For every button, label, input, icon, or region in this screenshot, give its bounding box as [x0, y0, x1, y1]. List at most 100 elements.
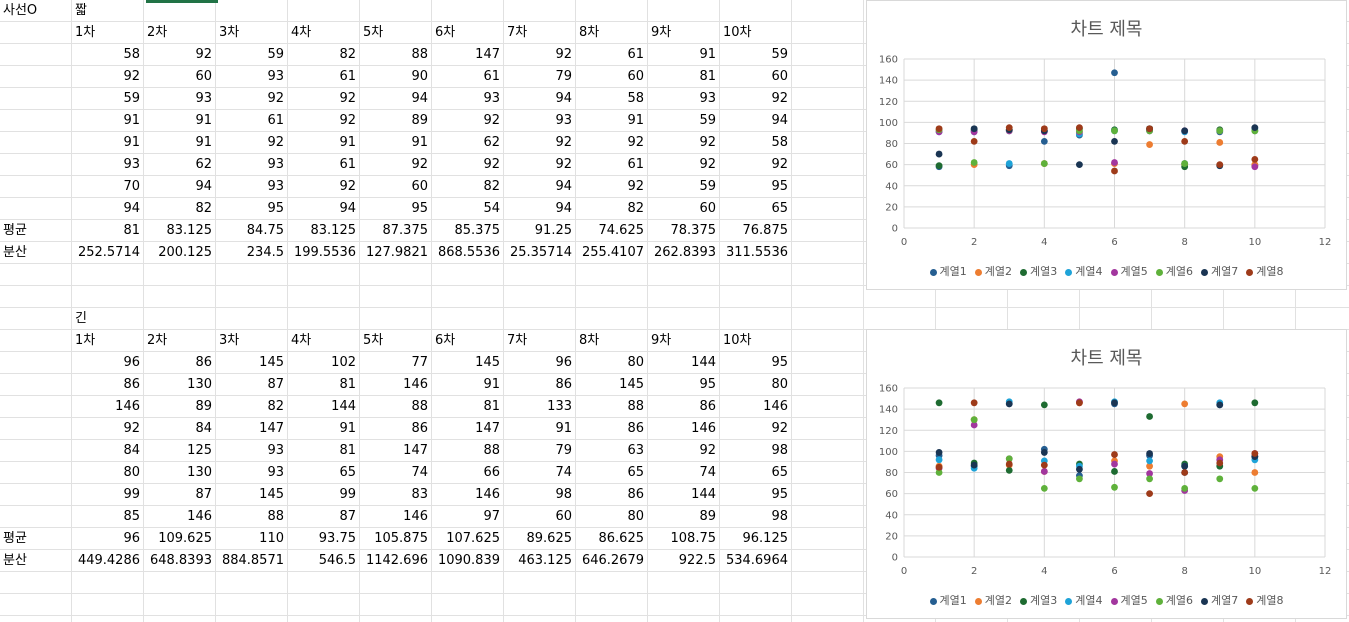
data-point[interactable] — [1076, 399, 1083, 407]
data-cell[interactable]: 146 — [763, 399, 788, 414]
data-cell[interactable]: 95 — [699, 377, 716, 392]
data-cell[interactable]: 80 — [123, 465, 140, 480]
data-cell[interactable]: 91 — [627, 113, 644, 128]
data-cell[interactable]: 130 — [187, 465, 212, 480]
data-cell[interactable]: 60 — [195, 69, 212, 84]
data-cell[interactable]: 84 — [123, 443, 140, 458]
data-point[interactable] — [935, 125, 943, 133]
data-point[interactable] — [1146, 141, 1153, 148]
variance-cell[interactable]: 868.5536 — [437, 245, 500, 260]
data-cell[interactable]: 146 — [187, 509, 212, 524]
data-cell[interactable]: 87 — [195, 487, 212, 502]
column-header[interactable]: 1차 — [75, 25, 96, 40]
data-cell[interactable]: 58 — [627, 91, 644, 106]
legend-entry[interactable]: 계열1 — [929, 263, 967, 279]
data-cell[interactable]: 74 — [555, 465, 572, 480]
data-cell[interactable]: 88 — [411, 47, 428, 62]
data-cell[interactable]: 93 — [267, 179, 284, 194]
data-point[interactable] — [1216, 127, 1224, 135]
data-cell[interactable]: 92 — [195, 47, 212, 62]
data-cell[interactable]: 92 — [555, 135, 572, 150]
row-label-variance[interactable]: 분산 — [3, 553, 27, 568]
data-cell[interactable]: 91 — [339, 421, 356, 436]
data-cell[interactable]: 59 — [699, 113, 716, 128]
data-point[interactable] — [1146, 470, 1153, 477]
column-header[interactable]: 4차 — [291, 25, 312, 40]
data-point[interactable] — [1251, 399, 1259, 407]
data-cell[interactable]: 92 — [627, 135, 644, 150]
data-cell[interactable]: 83 — [411, 487, 428, 502]
data-cell[interactable]: 96 — [123, 355, 140, 370]
legend-entry[interactable]: 계열2 — [974, 263, 1012, 279]
legend-entry[interactable]: 계열2 — [974, 592, 1012, 608]
data-cell[interactable]: 89 — [411, 113, 428, 128]
data-point[interactable] — [1251, 450, 1259, 457]
data-cell[interactable]: 74 — [411, 465, 428, 480]
data-cell[interactable]: 98 — [771, 509, 788, 524]
data-point[interactable] — [1111, 460, 1118, 468]
data-cell[interactable]: 59 — [699, 179, 716, 194]
average-cell[interactable]: 84.75 — [246, 223, 284, 238]
data-cell[interactable]: 95 — [771, 355, 788, 370]
data-cell[interactable]: 70 — [123, 179, 140, 194]
average-cell[interactable]: 108.75 — [670, 531, 717, 546]
data-point[interactable] — [1181, 160, 1189, 167]
data-point[interactable] — [1146, 475, 1153, 483]
data-cell[interactable]: 91 — [483, 377, 500, 392]
data-cell[interactable]: 60 — [555, 509, 572, 524]
data-cell[interactable]: 86 — [195, 355, 212, 370]
data-cell[interactable]: 81 — [699, 69, 716, 84]
data-cell[interactable]: 95 — [411, 201, 428, 216]
data-point[interactable] — [1040, 125, 1048, 133]
data-cell[interactable]: 94 — [555, 91, 572, 106]
data-cell[interactable]: 93 — [267, 443, 284, 458]
data-cell[interactable]: 84 — [195, 421, 212, 436]
data-cell[interactable]: 91 — [195, 113, 212, 128]
legend-entry[interactable]: 계열8 — [1246, 592, 1284, 608]
data-cell[interactable]: 92 — [483, 113, 500, 128]
average-cell[interactable]: 93.75 — [318, 531, 356, 546]
average-cell[interactable]: 83.125 — [166, 223, 213, 238]
data-cell[interactable]: 86 — [699, 399, 716, 414]
data-cell[interactable]: 60 — [699, 201, 716, 216]
data-cell[interactable]: 94 — [195, 179, 212, 194]
data-point[interactable] — [1111, 159, 1118, 166]
data-cell[interactable]: 65 — [339, 465, 356, 480]
data-cell[interactable]: 93 — [195, 91, 212, 106]
table-label[interactable]: 짧 — [75, 3, 87, 18]
data-cell[interactable]: 92 — [699, 443, 716, 458]
data-cell[interactable]: 95 — [267, 201, 284, 216]
legend-entry[interactable]: 계열4 — [1065, 263, 1103, 279]
data-point[interactable] — [970, 159, 978, 166]
data-cell[interactable]: 93 — [267, 69, 284, 84]
data-cell[interactable]: 80 — [771, 377, 788, 392]
data-point[interactable] — [1076, 124, 1083, 132]
data-cell[interactable]: 65 — [771, 465, 788, 480]
variance-cell[interactable]: 311.5536 — [725, 245, 788, 260]
data-cell[interactable]: 88 — [483, 443, 500, 458]
column-header[interactable]: 1차 — [75, 333, 96, 348]
data-cell[interactable]: 54 — [483, 201, 500, 216]
column-header[interactable]: 4차 — [291, 333, 312, 348]
average-cell[interactable]: 85.375 — [454, 223, 501, 238]
data-point[interactable] — [1146, 457, 1153, 465]
data-cell[interactable]: 62 — [483, 135, 500, 150]
column-header[interactable]: 3차 — [219, 25, 240, 40]
row-label-average[interactable]: 평균 — [3, 223, 27, 238]
average-cell[interactable]: 78.375 — [670, 223, 717, 238]
data-cell[interactable]: 59 — [123, 91, 140, 106]
data-point[interactable] — [1146, 490, 1153, 498]
data-cell[interactable]: 92 — [123, 421, 140, 436]
data-cell[interactable]: 146 — [475, 487, 500, 502]
data-cell[interactable]: 79 — [555, 443, 572, 458]
data-cell[interactable]: 61 — [483, 69, 500, 84]
variance-cell[interactable]: 25.35714 — [509, 245, 572, 260]
average-cell[interactable]: 91.25 — [534, 223, 572, 238]
data-cell[interactable]: 92 — [771, 157, 788, 172]
data-point[interactable] — [1216, 139, 1224, 146]
data-cell[interactable]: 89 — [699, 509, 716, 524]
table-label[interactable]: 긴 — [75, 311, 87, 326]
data-cell[interactable]: 91 — [195, 135, 212, 150]
data-cell[interactable]: 61 — [627, 157, 644, 172]
data-cell[interactable]: 92 — [339, 179, 356, 194]
